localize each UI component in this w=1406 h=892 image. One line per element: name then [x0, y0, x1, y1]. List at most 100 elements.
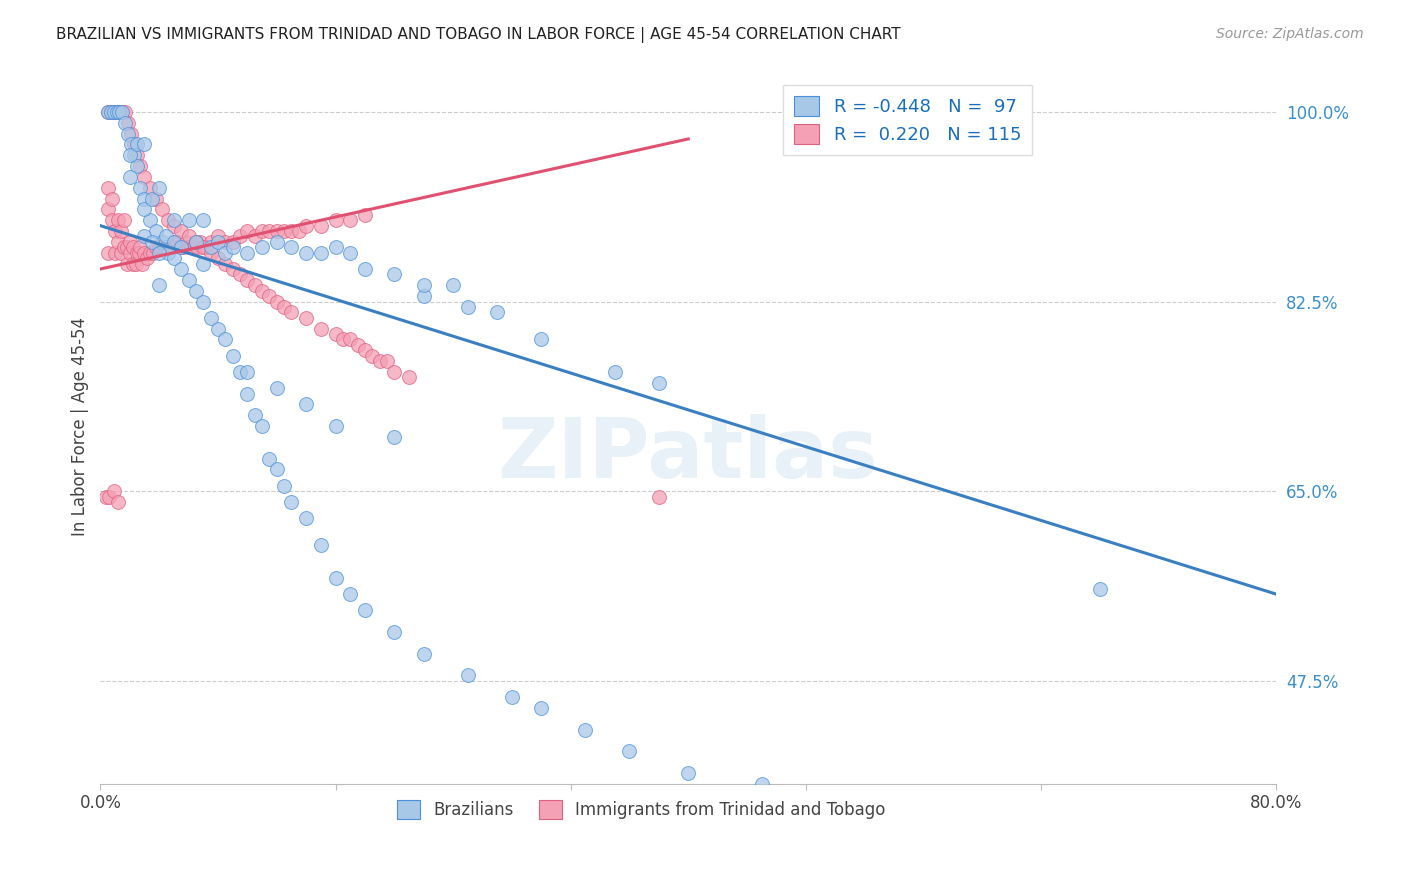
Point: [108, 104, 131, 119]
Point: [110, 245, 132, 260]
Point: [127, 137, 149, 152]
Point: [142, 245, 165, 260]
Point: [412, 289, 434, 303]
Point: [207, 235, 229, 249]
Point: [309, 538, 332, 552]
Point: [214, 333, 236, 347]
Point: [156, 245, 179, 260]
Point: [145, 240, 167, 254]
Point: [295, 511, 318, 525]
Point: [121, 240, 143, 254]
Point: [127, 148, 149, 162]
Point: [184, 284, 207, 298]
Point: [295, 245, 318, 260]
Point: [150, 235, 173, 249]
Point: [100, 104, 122, 119]
Point: [97, 202, 120, 217]
Point: [156, 240, 179, 254]
Point: [259, 451, 281, 466]
Point: [112, 240, 135, 254]
Point: [339, 245, 361, 260]
Point: [295, 397, 318, 411]
Point: [104, 245, 127, 260]
Point: [273, 224, 295, 238]
Point: [115, 256, 138, 270]
Point: [103, 104, 125, 119]
Point: [134, 245, 156, 260]
Point: [530, 333, 553, 347]
Point: [163, 235, 186, 249]
Point: [184, 235, 207, 249]
Point: [325, 240, 347, 254]
Point: [221, 262, 243, 277]
Point: [118, 235, 141, 249]
Point: [139, 180, 162, 194]
Point: [259, 224, 281, 238]
Point: [412, 278, 434, 293]
Point: [134, 137, 156, 152]
Point: [170, 240, 193, 254]
Point: [148, 180, 170, 194]
Point: [145, 224, 167, 238]
Point: [200, 240, 222, 254]
Point: [97, 245, 120, 260]
Point: [145, 192, 167, 206]
Point: [354, 262, 377, 277]
Point: [214, 235, 236, 249]
Point: [266, 381, 288, 395]
Point: [107, 495, 129, 509]
Point: [382, 625, 405, 640]
Point: [280, 224, 302, 238]
Point: [163, 213, 186, 227]
Point: [648, 376, 671, 390]
Point: [214, 245, 236, 260]
Point: [751, 777, 773, 791]
Point: [354, 343, 377, 358]
Point: [129, 159, 152, 173]
Point: [134, 169, 156, 184]
Point: [134, 192, 156, 206]
Point: [486, 305, 509, 319]
Point: [361, 349, 384, 363]
Point: [177, 213, 200, 227]
Point: [108, 104, 131, 119]
Point: [139, 213, 162, 227]
Point: [325, 571, 347, 585]
Point: [193, 294, 215, 309]
Point: [214, 256, 236, 270]
Point: [603, 365, 626, 379]
Point: [309, 321, 332, 335]
Point: [382, 268, 405, 282]
Point: [250, 240, 273, 254]
Point: [169, 240, 191, 254]
Point: [101, 213, 124, 227]
Point: [118, 148, 141, 162]
Point: [250, 419, 273, 434]
Point: [120, 127, 142, 141]
Point: [259, 289, 281, 303]
Point: [354, 603, 377, 617]
Point: [236, 386, 259, 401]
Point: [266, 224, 288, 238]
Point: [375, 354, 398, 368]
Point: [243, 229, 266, 244]
Point: [280, 305, 302, 319]
Point: [141, 235, 163, 249]
Point: [163, 251, 186, 265]
Point: [97, 180, 120, 194]
Point: [280, 495, 302, 509]
Point: [170, 224, 193, 238]
Point: [114, 116, 136, 130]
Point: [170, 262, 193, 277]
Point: [221, 240, 243, 254]
Point: [160, 240, 183, 254]
Point: [118, 245, 141, 260]
Point: [105, 104, 128, 119]
Point: [207, 229, 229, 244]
Point: [122, 137, 145, 152]
Point: [188, 235, 211, 249]
Point: [96, 490, 118, 504]
Point: [236, 224, 259, 238]
Point: [134, 229, 156, 244]
Point: [382, 430, 405, 444]
